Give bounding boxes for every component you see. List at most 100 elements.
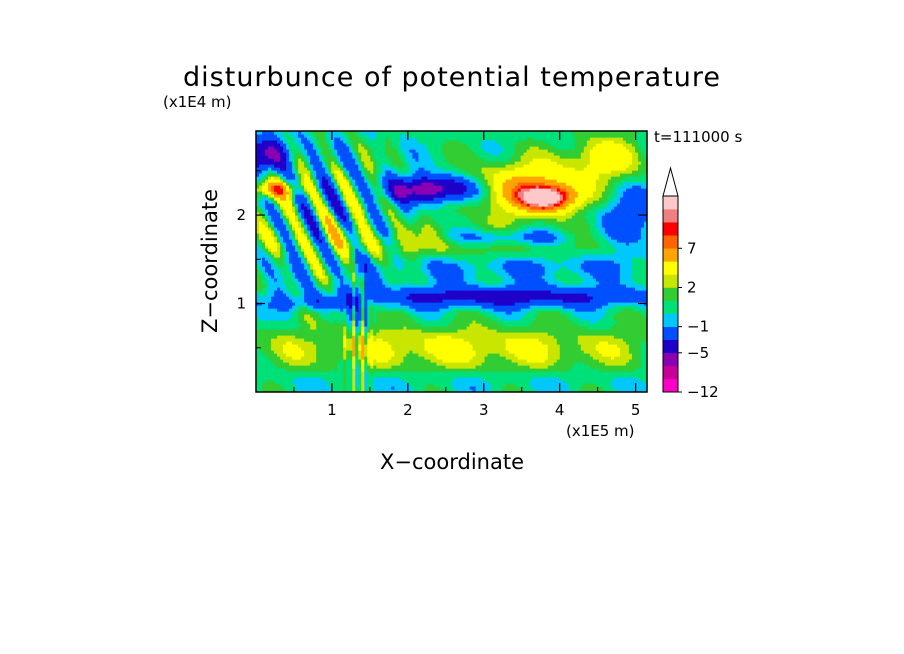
contour-cell	[298, 323, 302, 327]
contour-cell	[526, 314, 531, 318]
contour-cell	[592, 371, 597, 375]
contour-cell	[259, 383, 263, 387]
contour-cell	[418, 329, 423, 333]
contour-cell	[511, 371, 516, 375]
contour-cell	[499, 311, 504, 315]
contour-cell	[631, 341, 636, 345]
contour-cell	[301, 314, 305, 318]
contour-cell	[418, 320, 423, 324]
contour-cell	[361, 314, 365, 318]
contour-cell	[328, 374, 332, 378]
contour-cell	[601, 305, 606, 309]
contour-cell	[340, 371, 344, 375]
contour-cell	[610, 350, 615, 354]
contour-cell	[307, 338, 311, 342]
contour-cell	[262, 308, 266, 312]
contour-cell	[460, 332, 465, 336]
contour-cell	[571, 362, 576, 366]
contour-cell	[256, 356, 260, 360]
contour-cell	[493, 368, 498, 372]
contour-cell	[373, 293, 377, 297]
contour-cell	[451, 317, 456, 321]
contour-cell	[433, 317, 438, 321]
contour-cell	[574, 320, 579, 324]
contour-cell	[520, 326, 525, 330]
contour-cell	[556, 380, 561, 384]
contour-cell	[619, 308, 624, 312]
contour-cell	[397, 368, 401, 372]
contour-cell	[262, 344, 266, 348]
contour-cell	[604, 389, 609, 392]
contour-cell	[310, 359, 314, 363]
contour-cell	[598, 302, 603, 306]
contour-cell	[517, 368, 522, 372]
contour-cell	[463, 299, 468, 303]
contour-cell	[583, 365, 588, 369]
contour-cell	[265, 290, 269, 294]
contour-cell	[307, 326, 311, 330]
contour-cell	[280, 335, 284, 339]
contour-cell	[322, 347, 326, 351]
contour-cell	[550, 377, 555, 381]
contour-cell	[622, 365, 627, 369]
contour-cell	[421, 344, 426, 348]
contour-cell	[310, 383, 314, 387]
contour-cell	[601, 344, 606, 348]
contour-cell	[517, 326, 522, 330]
contour-cell	[304, 341, 308, 345]
contour-cell	[442, 383, 447, 387]
contour-cell	[574, 332, 579, 336]
contour-cell	[574, 371, 579, 375]
contour-cell	[319, 308, 323, 312]
contour-cell	[322, 323, 326, 327]
contour-cell	[370, 350, 374, 354]
contour-cell	[292, 365, 296, 369]
contour-cell	[409, 311, 413, 315]
contour-cell	[403, 341, 407, 345]
contour-cell	[451, 353, 456, 357]
contour-cell	[625, 296, 630, 300]
contour-cell	[571, 314, 576, 318]
contour-cell	[487, 362, 492, 366]
contour-cell	[553, 326, 558, 330]
contour-cell	[427, 338, 432, 342]
contour-cell	[349, 332, 353, 336]
contour-cell	[613, 350, 618, 354]
contour-cell	[337, 323, 341, 327]
contour-cell	[589, 323, 594, 327]
contour-cell	[529, 323, 534, 327]
contour-cell	[553, 344, 558, 348]
contour-cell	[559, 362, 564, 366]
contour-cell	[391, 335, 395, 339]
contour-cell	[367, 389, 371, 392]
contour-cell	[625, 323, 630, 327]
contour-cell	[472, 326, 477, 330]
contour-cell	[418, 326, 423, 330]
contour-cell	[328, 299, 332, 303]
contour-cell	[508, 344, 513, 348]
contour-cell	[373, 362, 377, 366]
contour-cell	[484, 317, 489, 321]
contour-cell	[397, 290, 401, 294]
contour-cell	[631, 332, 636, 336]
contour-cell	[586, 359, 591, 363]
contour-cell	[586, 371, 591, 375]
contour-cell	[361, 347, 365, 351]
contour-cell	[430, 299, 435, 303]
contour-cell	[478, 320, 483, 324]
contour-cell	[631, 368, 636, 372]
contour-cell	[433, 314, 438, 318]
contour-cell	[349, 365, 353, 369]
contour-cell	[523, 344, 528, 348]
contour-cell	[601, 380, 606, 384]
contour-cell	[268, 311, 272, 315]
contour-cell	[637, 296, 642, 300]
contour-cell	[379, 386, 383, 390]
contour-cell	[325, 353, 329, 357]
contour-cell	[430, 302, 435, 306]
contour-cell	[568, 356, 573, 360]
contour-cell	[559, 347, 564, 351]
contour-cell	[472, 335, 477, 339]
contour-cell	[397, 389, 401, 392]
contour-cell	[634, 341, 639, 345]
